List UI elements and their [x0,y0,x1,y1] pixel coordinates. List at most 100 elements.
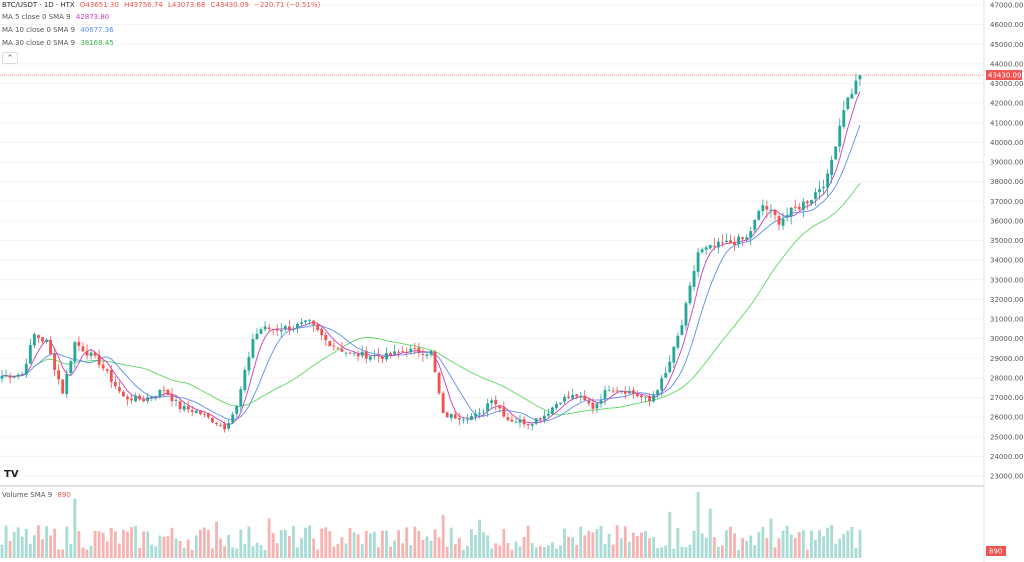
candle[interactable] [385,347,388,362]
candle[interactable] [215,422,218,427]
candle[interactable] [348,351,352,355]
candle[interactable] [8,372,12,384]
candle[interactable] [623,386,627,399]
candle[interactable] [753,219,757,234]
candle[interactable] [591,398,595,414]
candle[interactable] [279,323,283,338]
candle[interactable] [672,346,676,368]
candle[interactable] [126,394,129,406]
ma10-legend[interactable]: MA 10 close 0 SMA 9 40677.36 [2,26,117,35]
candle[interactable] [49,336,53,356]
candle[interactable] [761,199,765,216]
candle[interactable] [16,373,20,380]
candle[interactable] [304,319,307,326]
candle[interactable] [656,389,660,399]
candle[interactable] [587,397,591,407]
candle[interactable] [223,421,227,433]
candle[interactable] [546,408,550,418]
candle[interactable] [563,394,566,405]
candle[interactable] [45,338,48,344]
candle[interactable] [644,396,647,403]
candle[interactable] [166,388,170,396]
candle[interactable] [142,395,146,403]
candle[interactable] [291,325,295,332]
candle[interactable] [575,393,579,400]
candle[interactable] [178,399,182,413]
candle[interactable] [668,355,672,374]
candle[interactable] [830,155,834,184]
candle[interactable] [785,207,789,222]
candle[interactable] [688,281,692,306]
candle[interactable] [328,340,332,347]
candle[interactable] [413,342,417,355]
candle[interactable] [182,401,186,413]
candle[interactable] [660,375,664,397]
candle[interactable] [429,349,433,358]
candle[interactable] [243,366,247,393]
candle[interactable] [77,336,81,351]
candle[interactable] [684,301,688,331]
symbol-legend[interactable]: BTC/USDT · 1D · HTX O43651.30 H43756.74 … [2,1,323,10]
candle[interactable] [316,322,320,332]
candle[interactable] [846,96,850,112]
candle[interactable] [0,369,4,383]
volume-legend[interactable]: Volume SMA 9 890 [2,491,74,500]
candle[interactable] [522,416,526,428]
candle[interactable] [579,392,583,402]
candle[interactable] [640,393,643,402]
candle[interactable] [510,414,514,423]
candle[interactable] [32,332,36,349]
candle[interactable] [130,394,133,404]
candle[interactable] [789,206,793,225]
candle[interactable] [809,199,813,206]
candle[interactable] [648,393,651,407]
candle[interactable] [725,233,728,243]
candle[interactable] [372,349,376,361]
candle[interactable] [490,397,494,409]
candle[interactable] [255,328,259,340]
candle[interactable] [275,324,279,336]
candle[interactable] [41,336,44,346]
candle[interactable] [494,395,498,411]
candle[interactable] [550,406,554,415]
candle[interactable] [635,390,639,398]
tradingview-logo-icon[interactable]: TV [4,469,19,480]
candle[interactable] [170,387,174,407]
candle[interactable] [320,327,324,341]
candle[interactable] [704,245,708,255]
candle[interactable] [417,342,421,358]
candle[interactable] [478,408,481,419]
candle[interactable] [393,344,396,355]
candle[interactable] [482,409,486,417]
candle[interactable] [769,204,773,218]
candle[interactable] [603,385,607,406]
candle[interactable] [538,417,542,422]
candle[interactable] [376,347,380,363]
candle[interactable] [231,411,235,425]
candle[interactable] [498,404,502,413]
candle[interactable] [308,319,312,325]
candle[interactable] [716,237,720,254]
candle[interactable] [692,265,696,291]
candle[interactable] [781,212,785,230]
candle[interactable] [267,323,271,333]
candle[interactable] [474,409,477,421]
candle[interactable] [518,414,522,428]
candle[interactable] [571,388,575,400]
symbol-name[interactable]: BTC/USDT · 1D · HTX [2,1,75,9]
candle[interactable] [708,244,712,251]
candle[interactable] [389,351,392,358]
candle[interactable] [340,341,344,352]
candle[interactable] [117,381,121,394]
candle[interactable] [664,366,668,378]
candle[interactable] [559,402,562,406]
candle[interactable] [506,412,510,422]
candle[interactable] [619,390,623,394]
candle[interactable] [61,378,65,395]
candle[interactable] [283,324,287,332]
candle[interactable] [89,350,93,360]
candlesticks[interactable] [0,73,862,433]
candle[interactable] [741,236,745,247]
candle[interactable] [251,333,255,359]
candle[interactable] [797,202,801,212]
